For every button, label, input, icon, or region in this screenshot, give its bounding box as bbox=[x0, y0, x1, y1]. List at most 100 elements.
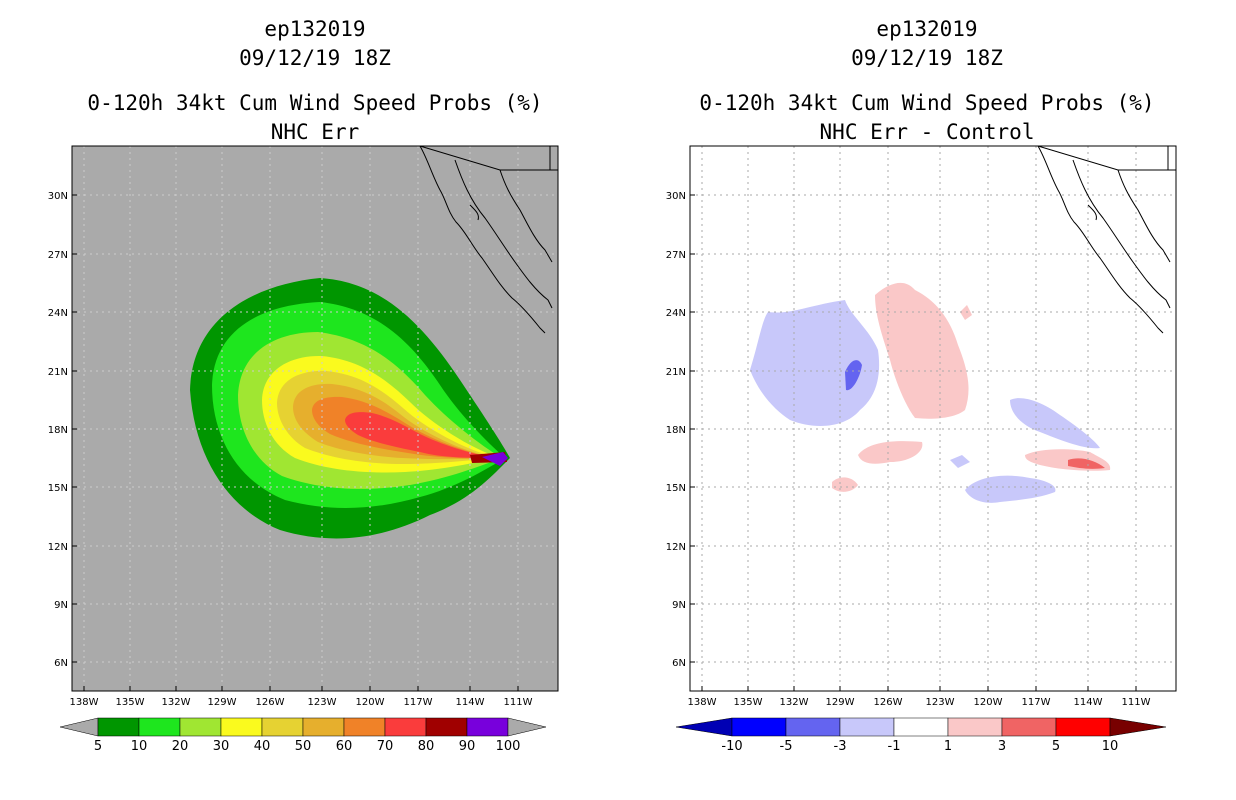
right-grid bbox=[690, 146, 1176, 691]
diff-pos-small-1 bbox=[960, 305, 972, 320]
colorbar-segment bbox=[839, 717, 895, 737]
colorbar-segment bbox=[785, 717, 841, 737]
lon-label: 138W bbox=[70, 697, 99, 708]
colorbar-left-triangle bbox=[675, 717, 733, 737]
colorbar-segment bbox=[893, 717, 949, 737]
colorbar-segment bbox=[425, 717, 468, 737]
colorbar-label: 50 bbox=[295, 739, 312, 754]
right-chart-subtitle: NHC Err - Control bbox=[819, 120, 1035, 144]
colorbar-segment bbox=[343, 717, 386, 737]
lon-label: 126W bbox=[874, 697, 903, 708]
diff-neg-east bbox=[1010, 398, 1100, 449]
lon-label: 132W bbox=[162, 697, 191, 708]
contour-70 bbox=[345, 412, 496, 458]
lat-label: 9N bbox=[54, 600, 68, 611]
left-lon-labels: 138W 135W 132W 129W 126W 123W 120W 117W 114W 111W bbox=[70, 686, 533, 708]
lat-label: 18N bbox=[48, 425, 68, 436]
lat-label: 6N bbox=[54, 658, 68, 669]
diff-neg-southeast bbox=[965, 475, 1056, 503]
colorbar-label: 5 bbox=[1052, 739, 1060, 754]
colorbar-segment bbox=[179, 717, 222, 737]
colorbar-label: 80 bbox=[418, 739, 435, 754]
lon-label: 135W bbox=[734, 697, 763, 708]
lon-label: 123W bbox=[308, 697, 337, 708]
colorbar-label: 1 bbox=[944, 739, 952, 754]
colorbar-segment bbox=[302, 717, 345, 737]
lon-label: 117W bbox=[404, 697, 433, 708]
left-lat-labels: 30N 27N 24N 21N 18N 15N 12N 9N 6N bbox=[48, 191, 77, 669]
colorbar-label: -10 bbox=[721, 739, 742, 754]
lon-label: 111W bbox=[504, 697, 533, 708]
right-storm-id: ep132019 bbox=[876, 17, 978, 41]
colorbar-label: 10 bbox=[131, 739, 148, 754]
colorbar-right-triangle bbox=[1109, 717, 1167, 737]
colorbar-segment bbox=[384, 717, 427, 737]
lat-label: 30N bbox=[666, 191, 686, 202]
lat-label: 21N bbox=[666, 367, 686, 378]
colorbar-label: -5 bbox=[780, 739, 793, 754]
left-map-frame bbox=[71, 145, 559, 692]
left-coastline bbox=[419, 146, 558, 334]
lat-label: 9N bbox=[672, 600, 686, 611]
lon-label: 138W bbox=[688, 697, 717, 708]
left-chart-title: 0-120h 34kt Cum Wind Speed Probs (%) bbox=[87, 91, 543, 115]
lon-label: 135W bbox=[116, 697, 145, 708]
left-datetime: 09/12/19 18Z bbox=[239, 46, 391, 70]
lat-label: 21N bbox=[48, 367, 68, 378]
lat-label: 18N bbox=[666, 425, 686, 436]
colorbar-label: 30 bbox=[213, 739, 230, 754]
lat-label: 27N bbox=[666, 250, 686, 261]
right-lon-labels: 138W 135W 132W 129W 126W 123W 120W 117W 114W 111W bbox=[688, 686, 1151, 708]
diff-pos-central bbox=[875, 282, 969, 419]
left-map-panel: 30N 27N 24N 21N 18N 15N 12N 9N 6N 138W 135W 132W 12… bbox=[48, 145, 559, 754]
right-lat-labels: 30N 27N 24N 21N 18N 15N 12N 9N 6N bbox=[666, 191, 695, 669]
diff-neg-west-core bbox=[845, 360, 862, 391]
left-grid bbox=[72, 146, 558, 691]
colorbar-segment bbox=[138, 717, 181, 737]
colorbar-segment bbox=[261, 717, 304, 737]
diff-pos-south bbox=[832, 477, 858, 492]
lon-label: 120W bbox=[356, 697, 385, 708]
colorbar-segment bbox=[466, 717, 509, 737]
colorbar-label: 20 bbox=[172, 739, 189, 754]
colorbar-label: 60 bbox=[336, 739, 353, 754]
colorbar-label: 100 bbox=[496, 739, 521, 754]
lon-label: 132W bbox=[780, 697, 809, 708]
colorbar-right-triangle bbox=[507, 717, 547, 737]
right-map-frame bbox=[689, 145, 1177, 692]
lat-label: 24N bbox=[48, 308, 68, 319]
right-difference-contours bbox=[750, 282, 1111, 503]
lat-label: 15N bbox=[48, 483, 68, 494]
diff-pos-east bbox=[1025, 449, 1111, 471]
lat-label: 15N bbox=[666, 483, 686, 494]
lat-label: 30N bbox=[48, 191, 68, 202]
diff-pos-east-core bbox=[1068, 458, 1105, 469]
colorbar-label: -3 bbox=[834, 739, 847, 754]
diff-pos-southcentral bbox=[858, 441, 923, 464]
colorbar-label: -1 bbox=[888, 739, 901, 754]
diff-neg-small-1 bbox=[950, 455, 970, 468]
lon-label: 117W bbox=[1022, 697, 1051, 708]
colorbar-segment bbox=[947, 717, 1003, 737]
diff-neg-west bbox=[750, 300, 880, 426]
lon-label: 111W bbox=[1122, 697, 1151, 708]
lon-label: 126W bbox=[256, 697, 285, 708]
right-colorbar: -10 -5 -3 -1 1 3 5 10 bbox=[675, 717, 1167, 754]
left-storm-id: ep132019 bbox=[264, 17, 366, 41]
colorbar-segment bbox=[1001, 717, 1057, 737]
colorbar-label: 90 bbox=[459, 739, 476, 754]
lat-label: 27N bbox=[48, 250, 68, 261]
lon-label: 129W bbox=[208, 697, 237, 708]
right-map-background bbox=[690, 146, 1176, 691]
lat-label: 6N bbox=[672, 658, 686, 669]
lon-label: 114W bbox=[1074, 697, 1103, 708]
lon-label: 114W bbox=[456, 697, 485, 708]
colorbar-segment bbox=[220, 717, 263, 737]
colorbar-segment bbox=[731, 717, 787, 737]
colorbar-segment bbox=[97, 717, 140, 737]
colorbar-label: 10 bbox=[1102, 739, 1119, 754]
colorbar-label: 70 bbox=[377, 739, 394, 754]
lon-label: 123W bbox=[926, 697, 955, 708]
lat-label: 12N bbox=[666, 542, 686, 553]
left-chart-subtitle: NHC Err bbox=[270, 120, 360, 144]
